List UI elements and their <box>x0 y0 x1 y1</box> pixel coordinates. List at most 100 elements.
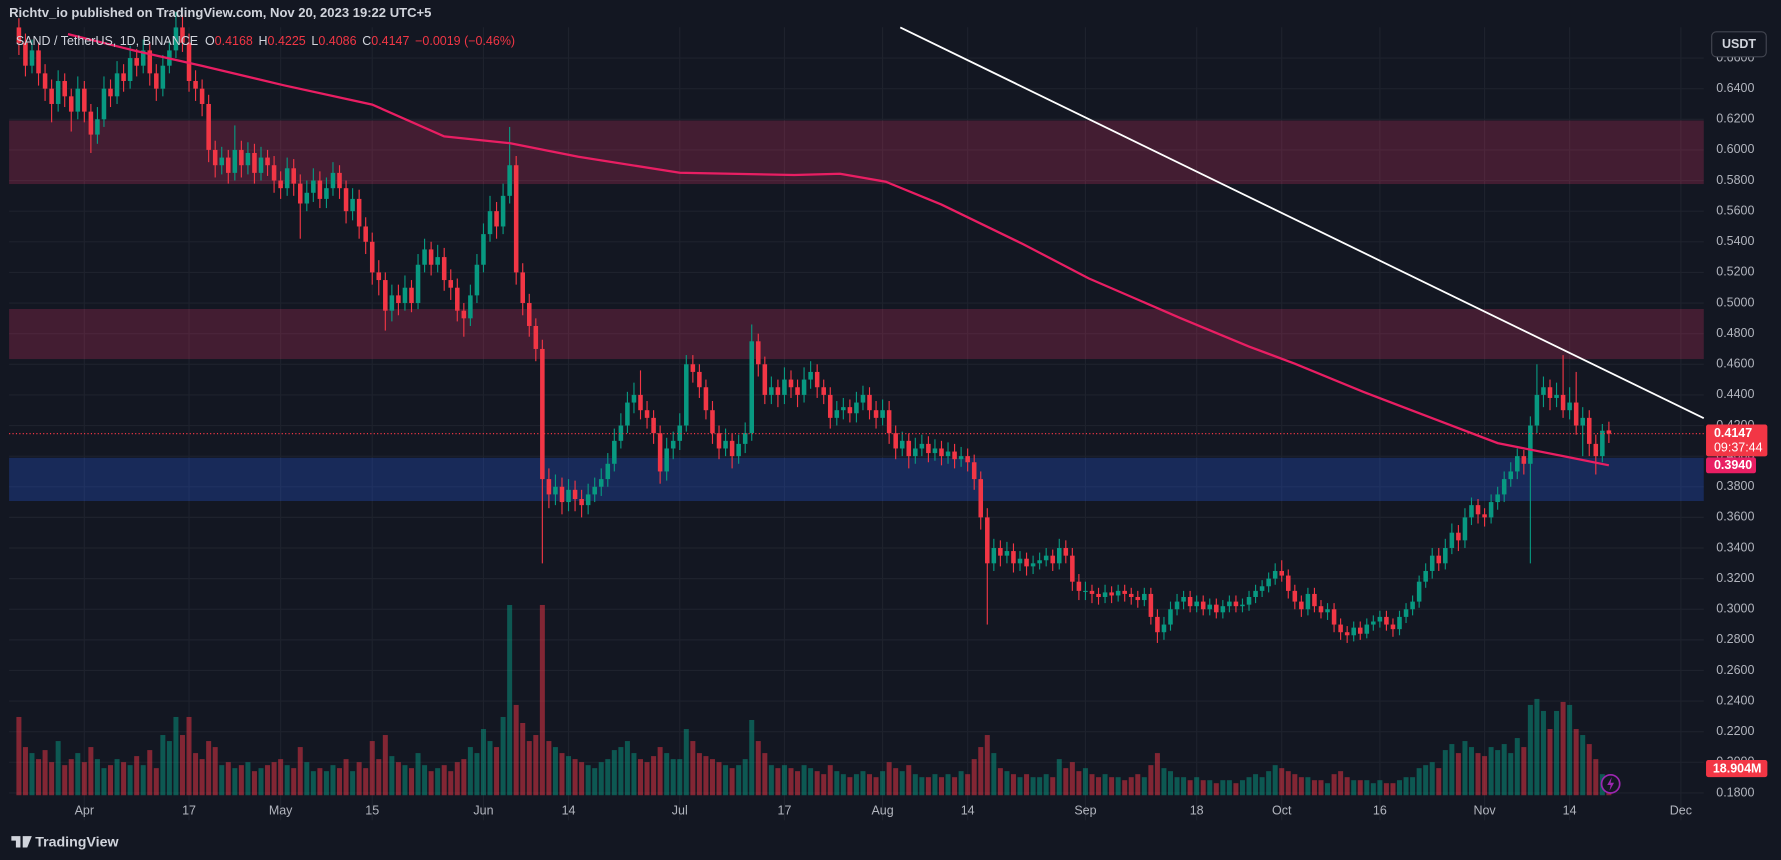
candle-body <box>108 88 113 97</box>
candle-body <box>134 58 139 66</box>
volume-bar <box>408 768 414 796</box>
candle-body <box>932 448 938 454</box>
candle-body <box>409 287 414 304</box>
volume-bar <box>1037 777 1043 796</box>
candle-body <box>703 387 709 411</box>
volume-bar <box>690 741 696 796</box>
currency-label[interactable]: USDT <box>1722 37 1756 51</box>
price-tag-label: 0.4147 <box>1714 426 1752 440</box>
volume-bar <box>251 771 257 796</box>
volume-bar <box>179 735 185 796</box>
candle-body <box>140 50 146 66</box>
volume-bar <box>1501 744 1507 796</box>
candle-body <box>1449 532 1455 549</box>
volume-bar <box>1560 701 1566 796</box>
candle-body <box>971 462 977 480</box>
candle-body <box>1063 548 1069 556</box>
volume-bar <box>1154 753 1160 796</box>
candle-body <box>1456 532 1461 541</box>
candle-body <box>526 303 532 326</box>
volume-bar <box>232 768 238 796</box>
volume-bar <box>795 771 801 796</box>
volume-bar <box>389 756 395 796</box>
candle-body <box>1338 624 1343 633</box>
y-tick-label: 0.3600 <box>1716 510 1754 524</box>
volume-bar <box>631 753 637 796</box>
candle-body <box>147 50 153 74</box>
y-tick-label: 0.4600 <box>1716 357 1754 371</box>
volume-bar <box>644 762 650 796</box>
candle-body <box>383 280 388 311</box>
candle-body <box>1534 394 1540 426</box>
currency-button[interactable] <box>1711 31 1767 58</box>
candle-body <box>1416 581 1422 602</box>
candle-body <box>1246 596 1252 605</box>
candle-body <box>1240 604 1245 607</box>
volume-bar <box>1305 777 1311 796</box>
candle-body <box>1056 548 1062 564</box>
volume-bar <box>611 750 617 796</box>
y-tick-label: 0.4400 <box>1716 387 1754 401</box>
candle-body <box>1070 555 1075 582</box>
volume-bar <box>736 765 742 796</box>
candle-body <box>769 387 774 395</box>
candle-body <box>36 50 41 74</box>
candle-body <box>939 448 944 457</box>
volume-bar <box>1325 783 1331 796</box>
volume-bar <box>827 765 833 796</box>
volume-bar <box>1043 774 1049 796</box>
candle-body <box>173 27 179 51</box>
volume-bar <box>16 716 22 796</box>
volume-bar <box>127 765 133 796</box>
volume-bar <box>880 771 886 796</box>
volume-bar <box>415 753 421 796</box>
volume-bar <box>893 768 899 796</box>
candle-body <box>893 433 898 449</box>
volume-bar <box>579 762 585 796</box>
candle-body <box>1554 394 1559 398</box>
volume-bar <box>1527 704 1533 796</box>
volume-bar <box>585 765 591 796</box>
candle-body <box>808 371 813 380</box>
volume-bar <box>1122 780 1128 796</box>
candle-body <box>55 81 61 104</box>
candle-body <box>160 65 166 89</box>
volume-bar <box>709 759 715 796</box>
volume-bar <box>683 729 689 796</box>
x-tick-label: Aug <box>871 803 893 817</box>
candle-body <box>985 517 990 564</box>
candle-body <box>1475 505 1481 515</box>
volume-bar <box>480 729 486 796</box>
volume-bar <box>1089 774 1095 796</box>
volume-bar <box>762 753 768 796</box>
candle-body <box>356 198 362 227</box>
volume-bar <box>1207 780 1213 796</box>
volume-bar <box>1135 774 1141 796</box>
volume-bar <box>343 759 349 796</box>
candle-body <box>1096 593 1101 597</box>
candle-body <box>756 341 761 365</box>
candle-body <box>638 394 643 411</box>
candle-body <box>1220 606 1226 613</box>
candle-body <box>710 410 715 434</box>
candle-body <box>1508 471 1514 480</box>
volume-bar <box>454 762 460 796</box>
volume-bar <box>1194 777 1200 796</box>
y-tick-label: 0.1800 <box>1716 785 1754 799</box>
candle-body <box>795 387 800 395</box>
volume-bar <box>337 768 343 796</box>
candle-body <box>1488 502 1494 518</box>
volume-bar <box>781 765 787 796</box>
candle-body <box>1397 616 1402 630</box>
candle-body <box>500 195 506 227</box>
y-tick-label: 0.2200 <box>1716 724 1754 738</box>
x-tick-label: 15 <box>365 803 379 817</box>
candle-body <box>1390 624 1396 630</box>
volume-bar <box>101 768 107 796</box>
y-tick-label: 0.3800 <box>1716 479 1754 493</box>
volume-bar <box>422 765 428 796</box>
candle-body <box>1181 596 1186 602</box>
volume-bar <box>1063 768 1069 796</box>
candle-body <box>854 402 859 414</box>
volume-bar <box>62 765 68 796</box>
